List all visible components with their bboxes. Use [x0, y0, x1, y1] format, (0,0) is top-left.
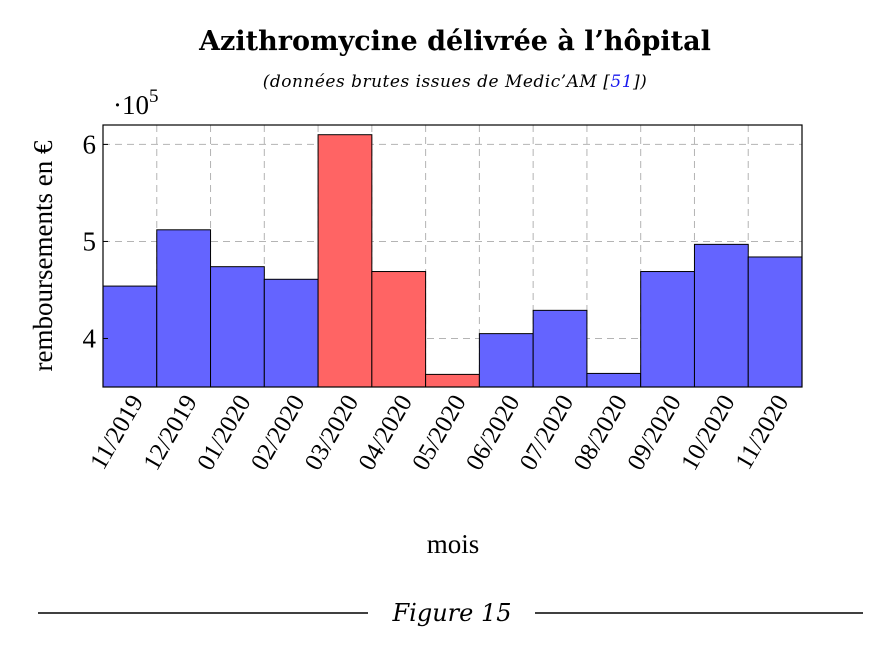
y-axis-label: remboursements en € [28, 140, 58, 371]
chart-subtitle-prefix: (données brutes issues de Medic’AM [ [263, 72, 611, 92]
chart-subtitle: (données brutes issues de Medic’AM [51]) [263, 72, 648, 92]
plot-frame [102, 124, 803, 388]
x-tick-label-12: 11/2020 [730, 391, 794, 475]
y-multiplier-exponent: 5 [149, 86, 159, 107]
bar-07-2020 [532, 309, 588, 388]
bar-11-2020 [747, 256, 803, 388]
bar-04-2020 [371, 271, 427, 388]
chart-subtitle-suffix: ]) [632, 72, 647, 92]
bar-05-2020 [425, 373, 480, 388]
x-axis-label: mois [427, 529, 480, 559]
y-ticks: 4 5 6 [83, 129, 108, 353]
figure-caption: Figure 15 [392, 599, 512, 627]
bar-08-2020 [586, 372, 642, 388]
y-multiplier-base: ·10 [113, 90, 149, 120]
bar-10-2020 [693, 243, 749, 388]
bar-01-2020 [210, 266, 265, 388]
chart-subtitle-ref: 51 [610, 72, 633, 92]
bar-02-2020 [263, 278, 319, 388]
chart-title: Azithromycine délivrée à l’hôpital [198, 26, 711, 57]
bar-09-2020 [640, 271, 695, 388]
bars [102, 134, 803, 388]
x-tick-label-11: 10/2020 [676, 391, 740, 475]
bar-03-2020 [317, 134, 373, 388]
x-tick-labels: 11/201912/201901/202002/202003/202004/20… [85, 391, 794, 475]
y-tick-label-0: 4 [83, 323, 97, 353]
y-multiplier: ·105 [113, 86, 159, 120]
bar-11-2019 [102, 285, 158, 388]
bar-06-2020 [478, 333, 534, 388]
y-tick-label-1: 5 [83, 226, 97, 256]
bar-12-2019 [156, 229, 212, 388]
y-tick-label-2: 6 [83, 129, 97, 159]
